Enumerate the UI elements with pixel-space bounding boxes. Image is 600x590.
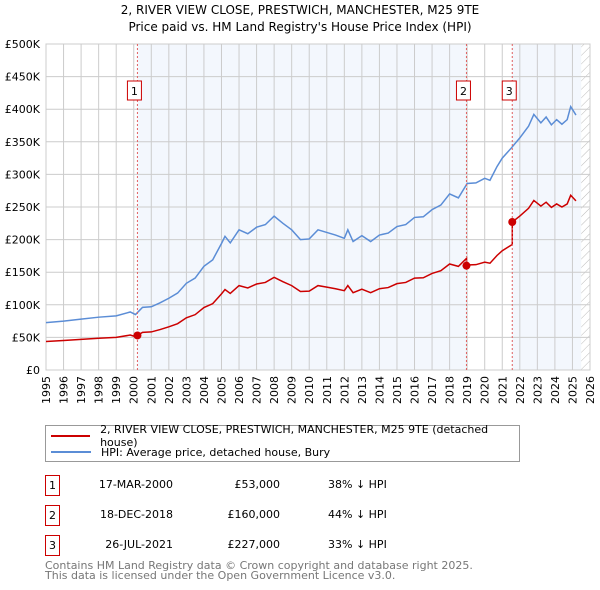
x-tick-label: 2015 bbox=[391, 376, 404, 404]
blue-line-swatch bbox=[51, 451, 91, 453]
legend-item-hpi: HPI: Average price, detached house, Bury bbox=[46, 444, 330, 460]
table-row: 2 18-DEC-2018 £160,000 44% ↓ HPI bbox=[45, 505, 445, 526]
chart-title: 2, RIVER VIEW CLOSE, PRESTWICH, MANCHEST… bbox=[121, 3, 480, 17]
x-tick-label: 2012 bbox=[338, 376, 351, 404]
sale-point bbox=[133, 331, 142, 340]
x-tick-label: 2013 bbox=[356, 376, 369, 404]
sale-label: 2 bbox=[460, 85, 467, 98]
x-tick-label: 2001 bbox=[145, 376, 158, 404]
legend: 2, RIVER VIEW CLOSE, PRESTWICH, MANCHEST… bbox=[45, 423, 520, 462]
sale-price: £160,000 bbox=[227, 508, 281, 521]
y-tick-label: £50K bbox=[12, 331, 41, 344]
footer-attribution: Contains HM Land Registry data © Crown c… bbox=[45, 559, 473, 582]
footer-line: This data is licensed under the Open Gov… bbox=[45, 569, 396, 582]
x-tick-label: 2000 bbox=[128, 376, 141, 404]
y-tick-label: £100K bbox=[5, 299, 41, 312]
y-tick-label: £200K bbox=[5, 234, 41, 247]
x-tick-label: 2006 bbox=[233, 376, 246, 404]
table-row: 1 17-MAR-2000 £53,000 38% ↓ HPI bbox=[45, 475, 445, 496]
x-tick-label: 2009 bbox=[286, 376, 299, 404]
x-tick-label: 2024 bbox=[549, 376, 562, 404]
sale-date: 26-JUL-2021 bbox=[105, 538, 173, 551]
plot-frame bbox=[45, 43, 591, 371]
x-tick-label: 2026 bbox=[584, 376, 597, 404]
x-tick-label: 2007 bbox=[251, 376, 264, 404]
x-tick-label: 2023 bbox=[531, 376, 544, 404]
x-tick-label: 2005 bbox=[215, 376, 228, 404]
footer-line: Contains HM Land Registry data © Crown c… bbox=[45, 559, 473, 572]
red-line-swatch bbox=[51, 435, 91, 437]
hpi-diff: 44% ↓ HPI bbox=[328, 508, 387, 521]
x-tick-label: 2020 bbox=[479, 376, 492, 404]
sale-number-badge: 2 bbox=[45, 505, 60, 526]
hpi-diff: 38% ↓ HPI bbox=[328, 478, 387, 491]
y-tick-label: £250K bbox=[5, 201, 41, 214]
x-tick-label: 1999 bbox=[110, 376, 123, 404]
hpi-diff: 33% ↓ HPI bbox=[328, 538, 387, 551]
sale-number-badge: 3 bbox=[45, 535, 60, 556]
y-tick-label: £350K bbox=[5, 136, 41, 149]
x-tick-label: 1998 bbox=[93, 376, 106, 404]
sale-date: 18-DEC-2018 bbox=[99, 508, 173, 521]
legend-item-price-paid: 2, RIVER VIEW CLOSE, PRESTWICH, MANCHEST… bbox=[46, 423, 519, 449]
x-tick-label: 2010 bbox=[303, 376, 316, 404]
x-tick-label: 2014 bbox=[373, 376, 386, 404]
price-chart: 2, RIVER VIEW CLOSE, PRESTWICH, MANCHEST… bbox=[5, 3, 597, 404]
x-tick-label: 2004 bbox=[198, 376, 211, 404]
y-tick-label: £150K bbox=[5, 266, 41, 279]
x-tick-label: 2002 bbox=[163, 376, 176, 404]
sale-label: 3 bbox=[506, 85, 513, 98]
x-tick-label: 2021 bbox=[496, 376, 509, 404]
y-tick-label: £0 bbox=[26, 364, 40, 377]
x-tick-label: 2018 bbox=[444, 376, 457, 404]
x-tick-label: 2025 bbox=[566, 376, 579, 404]
x-tick-label: 2011 bbox=[321, 376, 334, 404]
sale-price: £53,000 bbox=[234, 478, 281, 491]
x-tick-label: 2003 bbox=[180, 376, 193, 404]
sale-label: 1 bbox=[131, 85, 138, 98]
x-tick-label: 2016 bbox=[409, 376, 422, 404]
sale-point bbox=[462, 261, 471, 270]
sale-label-box bbox=[501, 80, 517, 101]
x-tick-label: 1996 bbox=[58, 376, 71, 404]
sale-point bbox=[508, 217, 517, 226]
x-tick-label: 1997 bbox=[75, 376, 88, 404]
legend-label: HPI: Average price, detached house, Bury bbox=[101, 445, 331, 459]
sale-label-box bbox=[126, 80, 142, 101]
x-tick-label: 2017 bbox=[426, 376, 439, 404]
sale-date: 17-MAR-2000 bbox=[98, 478, 173, 491]
x-tick-label: 2008 bbox=[268, 376, 281, 404]
sale-label-box bbox=[455, 80, 471, 101]
y-tick-label: £500K bbox=[5, 38, 41, 51]
table-row: 3 26-JUL-2021 £227,000 33% ↓ HPI bbox=[45, 535, 445, 556]
x-tick-label: 2022 bbox=[514, 376, 527, 404]
sale-price: £227,000 bbox=[227, 538, 281, 551]
x-tick-label: 2019 bbox=[461, 376, 474, 404]
y-tick-label: £450K bbox=[5, 71, 41, 84]
x-tick-label: 1995 bbox=[40, 376, 53, 404]
legend-label: 2, RIVER VIEW CLOSE, PRESTWICH, MANCHEST… bbox=[100, 423, 489, 449]
hpi-line bbox=[45, 104, 577, 324]
chart-subtitle: Price paid vs. HM Land Registry's House … bbox=[128, 20, 471, 34]
y-tick-label: £400K bbox=[5, 103, 41, 116]
sale-number-badge: 1 bbox=[45, 475, 60, 496]
y-tick-label: £300K bbox=[5, 168, 41, 181]
